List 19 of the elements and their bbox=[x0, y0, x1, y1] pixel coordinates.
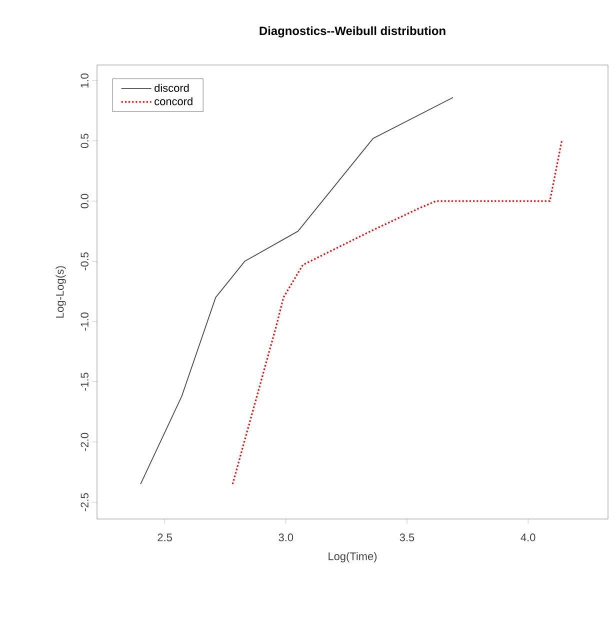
y-tick-label: -2.0 bbox=[80, 432, 88, 451]
y-tick-label: -1.5 bbox=[80, 372, 88, 391]
line-series bbox=[140, 97, 454, 485]
line-series bbox=[232, 138, 563, 485]
y-tick-label: 1.0 bbox=[80, 73, 88, 88]
y-tick-label: -0.5 bbox=[80, 252, 88, 270]
y-tick-label: -1.0 bbox=[80, 312, 88, 330]
x-tick-label: 3.5 bbox=[400, 534, 414, 542]
x-tick-label: 2.5 bbox=[158, 534, 172, 542]
y-tick-label: 0.5 bbox=[80, 134, 88, 148]
y-axis-title: Log-Log(s) bbox=[56, 266, 66, 318]
y-tick-label: 0.0 bbox=[80, 194, 88, 208]
chart-title: Diagnostics--Weibull distribution bbox=[260, 26, 446, 38]
y-tick-label: -2.5 bbox=[80, 493, 88, 512]
legend-label: discord bbox=[154, 84, 189, 92]
x-tick-label: 3.0 bbox=[278, 534, 294, 542]
x-tick-label: 4.0 bbox=[520, 534, 536, 542]
legend-label: concord bbox=[154, 97, 192, 106]
x-axis-title: Log(Time) bbox=[328, 552, 377, 562]
